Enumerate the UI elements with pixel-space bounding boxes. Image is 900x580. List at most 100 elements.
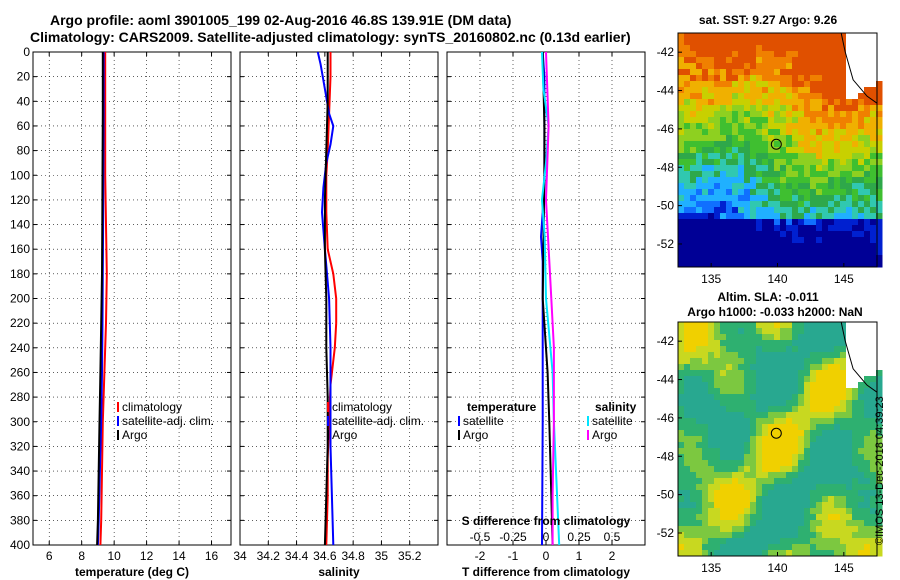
map-cell <box>726 231 733 238</box>
map-cell <box>876 514 883 521</box>
map-cell <box>798 442 805 449</box>
map-cell <box>702 412 709 419</box>
map-cell <box>732 406 739 413</box>
map-cell <box>744 129 751 136</box>
map-cell <box>840 213 847 220</box>
map-cell <box>834 448 841 455</box>
map-cell <box>804 99 811 106</box>
map-cell <box>858 358 865 365</box>
x-tick-label: 16 <box>205 549 219 563</box>
map-cell <box>876 189 883 196</box>
map-cell <box>744 364 751 371</box>
map-cell <box>840 243 847 250</box>
map-cell <box>738 177 745 184</box>
map-cell <box>696 376 703 383</box>
map-cell <box>780 544 787 551</box>
map-cell <box>834 129 841 136</box>
map-cell <box>828 105 835 112</box>
map-cell <box>846 394 853 401</box>
map-cell <box>768 255 775 262</box>
map-cell <box>780 508 787 515</box>
map-cell <box>690 219 697 226</box>
map-cell <box>756 81 763 88</box>
map-cell <box>744 135 751 142</box>
map-cell <box>774 147 781 154</box>
map-cell <box>810 99 817 106</box>
map-cell <box>852 171 859 178</box>
map-cell <box>684 334 691 341</box>
map-cell <box>744 153 751 160</box>
map-cell <box>738 249 745 256</box>
map-cell <box>774 370 781 377</box>
map-cell <box>744 334 751 341</box>
map-cell <box>810 213 817 220</box>
map-cell <box>786 75 793 82</box>
map-cell <box>828 442 835 449</box>
map-cell <box>798 436 805 443</box>
map-cell <box>738 195 745 202</box>
map-cell <box>816 111 823 118</box>
map-cell <box>678 418 685 425</box>
map-cell <box>792 87 799 94</box>
map-cell <box>678 189 685 196</box>
map-cell <box>684 466 691 473</box>
map-cell <box>708 153 715 160</box>
map-cell <box>870 388 877 395</box>
map-cell <box>690 460 697 467</box>
map-cell <box>816 159 823 166</box>
map-cell <box>858 141 865 148</box>
map-cell <box>870 249 877 256</box>
map-cell <box>708 219 715 226</box>
map-cell <box>810 376 817 383</box>
map-cell <box>834 352 841 359</box>
map-cell <box>852 255 859 262</box>
map-cell <box>684 490 691 497</box>
map-cell <box>690 117 697 124</box>
map-cell <box>732 394 739 401</box>
map-cell <box>768 189 775 196</box>
map-cell <box>762 81 769 88</box>
map-cell <box>780 189 787 196</box>
map-cell <box>774 466 781 473</box>
map-cell <box>786 69 793 76</box>
map-cell <box>708 538 715 545</box>
map-cell <box>852 442 859 449</box>
map-cell <box>702 478 709 485</box>
map-cell <box>678 436 685 443</box>
map-cell <box>846 201 853 208</box>
map-cell <box>876 33 883 40</box>
map-cell <box>690 261 697 268</box>
map-cell <box>864 352 871 359</box>
map-cell <box>780 412 787 419</box>
map-cell <box>690 141 697 148</box>
map-cell <box>744 213 751 220</box>
map-cell <box>714 117 721 124</box>
map-cell <box>792 478 799 485</box>
map-cell <box>738 382 745 389</box>
x-axis-label: T difference from climatology <box>462 565 630 579</box>
map-cell <box>702 63 709 70</box>
map-cell <box>738 412 745 419</box>
map-cell <box>792 520 799 527</box>
map-cell <box>822 45 829 52</box>
map-cell <box>708 105 715 112</box>
map-cell <box>780 376 787 383</box>
map-cell <box>774 81 781 88</box>
map-cell <box>726 237 733 244</box>
map-cell <box>702 195 709 202</box>
map-cell <box>756 328 763 335</box>
map-cell <box>720 442 727 449</box>
map-cell <box>774 243 781 250</box>
map-cell <box>780 496 787 503</box>
map-cell <box>828 39 835 46</box>
map-cell <box>702 532 709 539</box>
map-cell <box>738 129 745 136</box>
y-tick-label: 180 <box>10 267 30 281</box>
map-cell <box>690 418 697 425</box>
map-cell <box>726 69 733 76</box>
map-cell <box>834 261 841 268</box>
map-cell <box>738 99 745 106</box>
map-cell <box>756 99 763 106</box>
map-cell <box>756 448 763 455</box>
map-cell <box>738 45 745 52</box>
